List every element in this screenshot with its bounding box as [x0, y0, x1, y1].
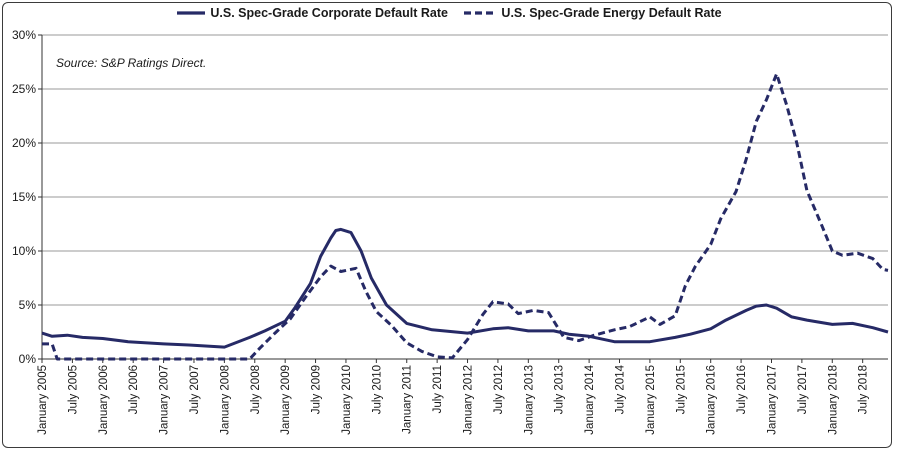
- x-tick-label: January 2013: [523, 365, 535, 435]
- source-note: Source: S&P Ratings Direct.: [56, 56, 207, 70]
- legend-dashed-line-icon: [464, 11, 497, 15]
- x-tick-label: July 2006: [128, 365, 140, 414]
- x-tick-label: January 2005: [37, 365, 49, 435]
- legend-label-energy: U.S. Spec-Grade Energy Default Rate: [501, 6, 722, 20]
- gridlines: [42, 34, 888, 306]
- x-tick-label: July 2010: [371, 365, 383, 414]
- y-tick-label: 15%: [12, 190, 36, 204]
- series-line-energy: [42, 72, 889, 361]
- x-tick-label: July 2009: [311, 365, 323, 414]
- x-tick-label: July 2016: [736, 365, 748, 414]
- legend-label-corporate: U.S. Spec-Grade Corporate Default Rate: [210, 6, 448, 20]
- chart-frame: [2, 2, 892, 448]
- y-tick-label: 10%: [12, 244, 36, 258]
- x-tick-label: July 2014: [615, 364, 627, 414]
- legend-item-corporate: U.S. Spec-Grade Corporate Default Rate: [176, 6, 448, 20]
- x-tick-label: January 2016: [706, 365, 718, 435]
- x-tick-label: January 2007: [159, 365, 171, 435]
- x-tick-label: January 2008: [219, 365, 231, 435]
- y-tick-label: 20%: [12, 136, 36, 150]
- x-tick-label: July 2018: [858, 365, 870, 414]
- x-tick-label: July 2011: [432, 365, 444, 413]
- x-tick-label: July 2005: [67, 365, 79, 414]
- x-tick-label: July 2013: [554, 365, 566, 414]
- x-tick-label: January 2018: [827, 365, 839, 435]
- y-tick-label: 5%: [19, 298, 37, 312]
- x-tick-label: July 2012: [493, 365, 505, 414]
- x-tick-label: January 2014: [584, 364, 596, 434]
- x-axis: January 2005 July 2005 January 2006 July 20…: [37, 358, 888, 435]
- x-tick-label: July 2017: [797, 365, 809, 414]
- legend-item-energy: U.S. Spec-Grade Energy Default Rate: [463, 6, 722, 20]
- series-line-corporate: [41, 227, 889, 349]
- series-lines: [41, 72, 889, 361]
- x-tick-label: January 2017: [766, 365, 778, 435]
- y-tick-label: 30%: [12, 28, 36, 42]
- y-tick-label: 25%: [12, 82, 36, 96]
- legend: U.S. Spec-Grade Corporate Default Rate U…: [0, 6, 898, 21]
- x-tick-label: July 2015: [675, 365, 687, 414]
- x-tick-label: January 2010: [341, 365, 353, 435]
- y-tick-label: 0%: [19, 352, 37, 366]
- x-tick-label: January 2011: [402, 365, 414, 434]
- x-tick-label: January 2009: [280, 365, 292, 435]
- x-tick-label: January 2006: [98, 365, 110, 435]
- y-axis: 0% 5% 10% 15% 20% 25% 30%: [12, 28, 43, 366]
- x-tick-label: January 2012: [463, 365, 475, 435]
- legend-solid-line-icon: [177, 11, 206, 15]
- x-tick-label: July 2007: [189, 365, 201, 414]
- x-tick-label: January 2015: [645, 365, 657, 435]
- x-tick-label: July 2008: [250, 365, 262, 414]
